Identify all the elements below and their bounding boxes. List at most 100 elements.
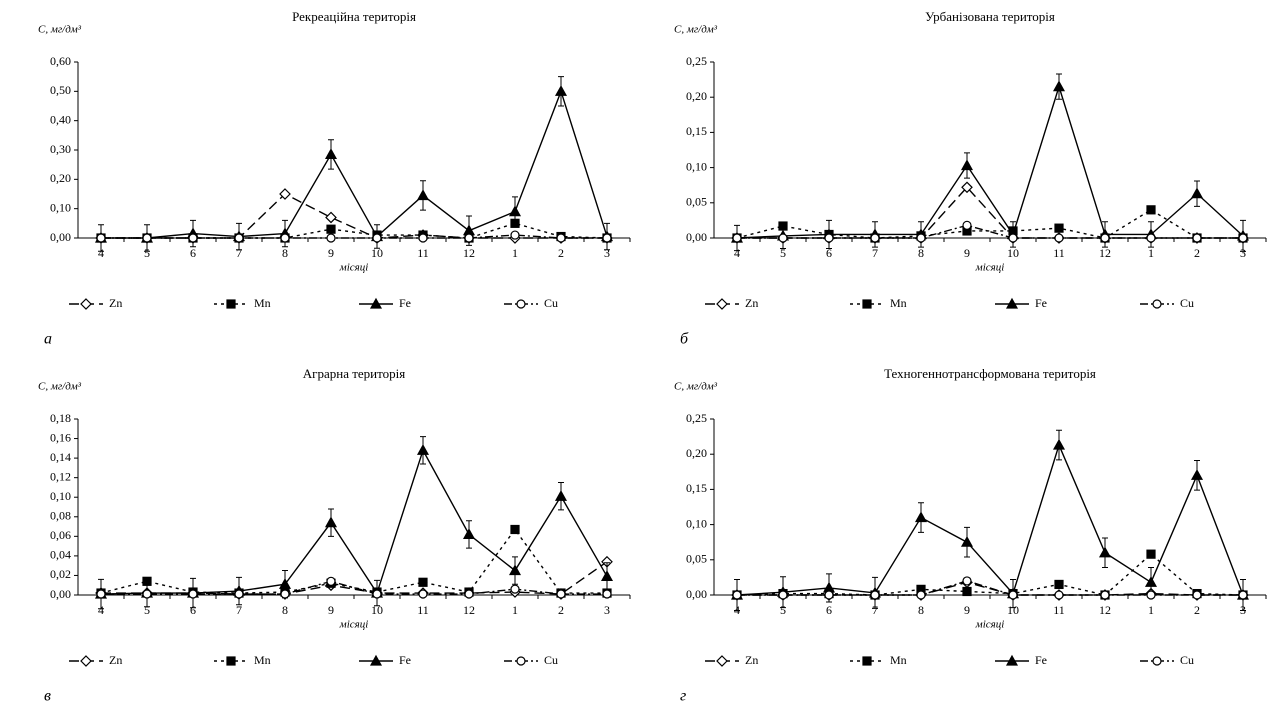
legend-label: Fe [399,653,411,667]
data-point [324,148,338,159]
data-point [1146,205,1156,215]
legend-label: Zn [109,653,122,667]
data-point [510,584,520,594]
legend-marker [226,299,236,309]
x-tick-label: 11 [417,603,429,617]
x-tick-label: 2 [558,246,564,260]
x-axis-label: місяці [339,262,369,274]
x-tick-label: 5 [780,603,786,617]
data-point [961,181,973,194]
data-point [418,589,428,599]
y-axis-label: C, мг/дм³ [38,24,82,36]
legend-marker [862,656,872,666]
legend-marker [1152,656,1162,666]
y-tick-label: 0,20 [686,89,707,103]
data-point [962,576,972,586]
data-point [234,233,244,243]
data-point [325,211,337,224]
data-point [1146,549,1156,559]
data-point [1100,233,1110,243]
series-line [737,580,1243,596]
data-point [462,528,476,539]
y-tick-label: 0,18 [50,411,71,425]
data-point [960,159,974,171]
legend-marker [716,655,728,667]
x-tick-label: 9 [328,603,334,617]
x-tick-label: 6 [190,246,196,260]
x-tick-label: 7 [236,603,242,617]
data-point [142,589,152,599]
legend-label: Zn [109,296,122,310]
data-point [1052,80,1066,92]
data-point [142,233,152,243]
series-line [101,234,607,239]
x-tick-label: 9 [328,246,334,260]
y-tick-label: 0,60 [50,54,71,68]
data-point [824,233,834,243]
x-tick-label: 5 [144,603,150,617]
x-tick-label: 6 [826,246,832,260]
data-point [870,233,880,243]
data-point [1144,576,1158,587]
data-point [462,224,476,236]
y-tick-label: 0,04 [50,548,71,562]
y-tick-label: 0,08 [50,509,71,523]
data-point [326,576,336,586]
data-point [554,490,568,501]
panel-label: в [44,688,51,702]
x-axis-label: місяці [339,619,369,631]
data-point [234,589,244,599]
x-tick-label: 4 [98,603,104,617]
data-point [278,578,292,589]
x-tick-label: 12 [1099,603,1111,617]
y-tick-label: 0,10 [686,159,707,173]
data-point [324,516,338,528]
data-point [326,224,336,234]
data-point [602,233,612,243]
x-tick-label: 8 [918,246,924,260]
x-tick-label: 1 [1148,603,1154,617]
y-tick-label: 0,15 [686,124,707,138]
data-point [824,590,834,600]
panel-label: а [44,331,52,348]
legend-marker [1005,297,1019,309]
x-tick-label: 1 [512,603,518,617]
data-point [188,233,198,243]
x-tick-label: 2 [1194,246,1200,260]
data-point [508,205,522,217]
y-tick-label: 0,25 [686,54,707,68]
data-point [372,589,382,599]
x-tick-label: 6 [190,603,196,617]
legend-label: Cu [544,296,558,310]
y-tick-label: 0,00 [686,230,707,244]
y-tick-label: 0,05 [686,195,707,209]
y-axis-label: C, мг/дм³ [38,381,82,393]
data-point [188,589,198,599]
x-tick-label: 8 [282,246,288,260]
y-tick-label: 0,15 [686,481,707,495]
legend-label: Mn [254,296,271,310]
data-point [418,233,428,243]
x-tick-label: 10 [1007,603,1019,617]
x-tick-label: 5 [144,246,150,260]
y-tick-label: 0,30 [50,142,71,156]
legend-marker [80,655,92,667]
chart-title: Урбанізована територія [925,9,1055,24]
data-point [508,564,522,576]
data-point [556,589,566,599]
x-tick-label: 10 [371,246,383,260]
series-line [100,448,608,595]
x-tick-label: 7 [872,603,878,617]
data-point [1052,438,1066,450]
legend-label: Mn [254,653,271,667]
data-point [1238,233,1248,243]
data-point [1098,546,1112,558]
x-axis-label: місяці [975,262,1005,274]
y-axis-label: C, мг/дм³ [674,24,718,36]
series-line [101,89,608,239]
data-point [916,233,926,243]
legend-marker [1005,654,1019,666]
data-point [914,511,928,523]
legend-label: Cu [544,653,558,667]
